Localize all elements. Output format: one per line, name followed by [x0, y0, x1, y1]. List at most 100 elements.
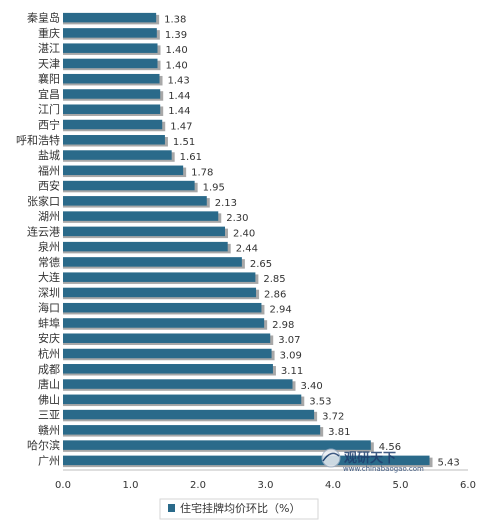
data-label: 3.72	[322, 412, 344, 423]
bar	[63, 425, 321, 435]
data-label: 1.44	[168, 106, 190, 117]
data-label: 3.11	[281, 366, 303, 377]
bar	[63, 180, 195, 191]
category-label: 三亚	[38, 409, 60, 422]
bar	[63, 455, 430, 466]
bar	[63, 394, 302, 405]
category-label: 泉州	[38, 240, 60, 254]
category-label: 深圳	[38, 286, 60, 299]
bar	[63, 272, 256, 282]
bar	[63, 440, 371, 450]
bar	[63, 119, 163, 130]
category-label: 佛山	[38, 393, 60, 406]
data-label: 2.40	[233, 228, 255, 239]
watermark-title: 观研天下	[344, 451, 396, 466]
data-label: 3.53	[309, 396, 331, 407]
bar	[63, 43, 158, 53]
x-tick-label: 3.0	[258, 480, 274, 491]
category-label: 广州	[38, 454, 60, 467]
bar	[63, 28, 157, 38]
data-label: 2.94	[269, 305, 291, 316]
data-label: 1.95	[203, 183, 225, 194]
data-label: 1.40	[166, 45, 188, 56]
category-label: 宜昌	[38, 87, 60, 101]
category-label: 哈尔滨	[27, 438, 60, 452]
category-label: 杭州	[38, 347, 60, 361]
x-tick-labels: 0.0 1.0 2.0 3.0 4.0 5.0 6.0	[55, 480, 476, 491]
bar	[63, 73, 160, 84]
category-label: 常德	[38, 255, 60, 269]
category-label: 赣州	[38, 423, 60, 437]
data-label: 1.78	[191, 167, 213, 178]
data-label: 2.65	[250, 259, 272, 270]
legend-swatch	[168, 504, 175, 512]
bar	[63, 364, 273, 374]
bar	[63, 257, 242, 267]
category-label: 张家口	[27, 194, 60, 208]
bar	[63, 165, 184, 176]
bar	[63, 333, 271, 343]
data-label: 2.86	[264, 289, 286, 300]
x-tick-label: 0.0	[55, 480, 71, 491]
data-label: 5.43	[438, 457, 460, 468]
category-label: 成都	[38, 363, 60, 376]
bar	[63, 12, 157, 23]
bar	[63, 318, 265, 328]
category-label: 襄阳	[38, 72, 60, 86]
category-label: 大连	[38, 270, 60, 284]
category-labels: 秦皇岛重庆湛江天津襄阳宜昌江门西宁呼和浩特盐城福州西安张家口湖州连云港泉州常德大…	[16, 11, 60, 468]
data-label: 2.44	[236, 244, 258, 255]
data-label: 2.85	[263, 274, 285, 285]
category-label: 湛江	[38, 42, 60, 55]
data-label: 3.09	[280, 351, 302, 362]
category-label: 湖州	[38, 210, 60, 223]
bar	[63, 211, 219, 221]
category-label: 海口	[38, 301, 60, 315]
x-tick-label: 6.0	[460, 480, 476, 491]
data-label: 1.43	[168, 76, 190, 87]
bar	[63, 302, 262, 313]
category-label: 安庆	[38, 331, 60, 345]
data-label: 3.81	[328, 427, 350, 438]
data-label: 1.39	[165, 30, 187, 41]
x-tick-label: 5.0	[393, 480, 409, 491]
bar	[63, 135, 165, 145]
category-label: 西安	[38, 179, 60, 193]
x-tick-label: 2.0	[190, 480, 206, 491]
bar	[63, 58, 158, 69]
data-label: 3.40	[301, 381, 323, 392]
bar	[63, 104, 161, 114]
bar	[63, 150, 172, 160]
value-labels: 1.38 1.39 1.40 1.40 1.43 1.44 1.44 1.47 1.51 1.61…	[164, 15, 460, 469]
bar	[63, 196, 207, 206]
category-label: 秦皇岛	[27, 11, 60, 25]
data-label: 2.30	[226, 213, 248, 224]
data-label: 1.51	[173, 137, 195, 148]
category-label: 盐城	[38, 149, 60, 162]
category-label: 江门	[38, 102, 60, 116]
category-label: 福州	[38, 163, 60, 177]
category-label: 蚌埠	[38, 316, 60, 330]
watermark-url: www.chinabaogao.com	[343, 465, 424, 473]
data-label: 1.47	[170, 122, 192, 133]
bar	[63, 89, 161, 99]
data-label: 1.38	[164, 15, 186, 26]
watermark: 观研天下 www.chinabaogao.com	[321, 448, 424, 473]
x-tick-label: 4.0	[325, 480, 341, 491]
category-label: 呼和浩特	[16, 133, 60, 147]
data-label: 1.40	[166, 60, 188, 71]
category-label: 西宁	[38, 118, 60, 132]
category-label: 天津	[38, 57, 60, 70]
bar	[63, 226, 225, 237]
bar	[63, 241, 228, 252]
legend-border	[159, 498, 319, 520]
legend: 住宅挂牌均价环比（%）	[159, 498, 319, 520]
category-label: 连云港	[27, 225, 60, 238]
bar	[63, 287, 257, 298]
data-label: 3.07	[278, 335, 300, 346]
x-tick-label: 1.0	[123, 480, 139, 491]
legend-label: 住宅挂牌均价环比（%）	[180, 501, 300, 515]
data-label: 1.44	[168, 91, 190, 102]
bar	[63, 379, 293, 389]
